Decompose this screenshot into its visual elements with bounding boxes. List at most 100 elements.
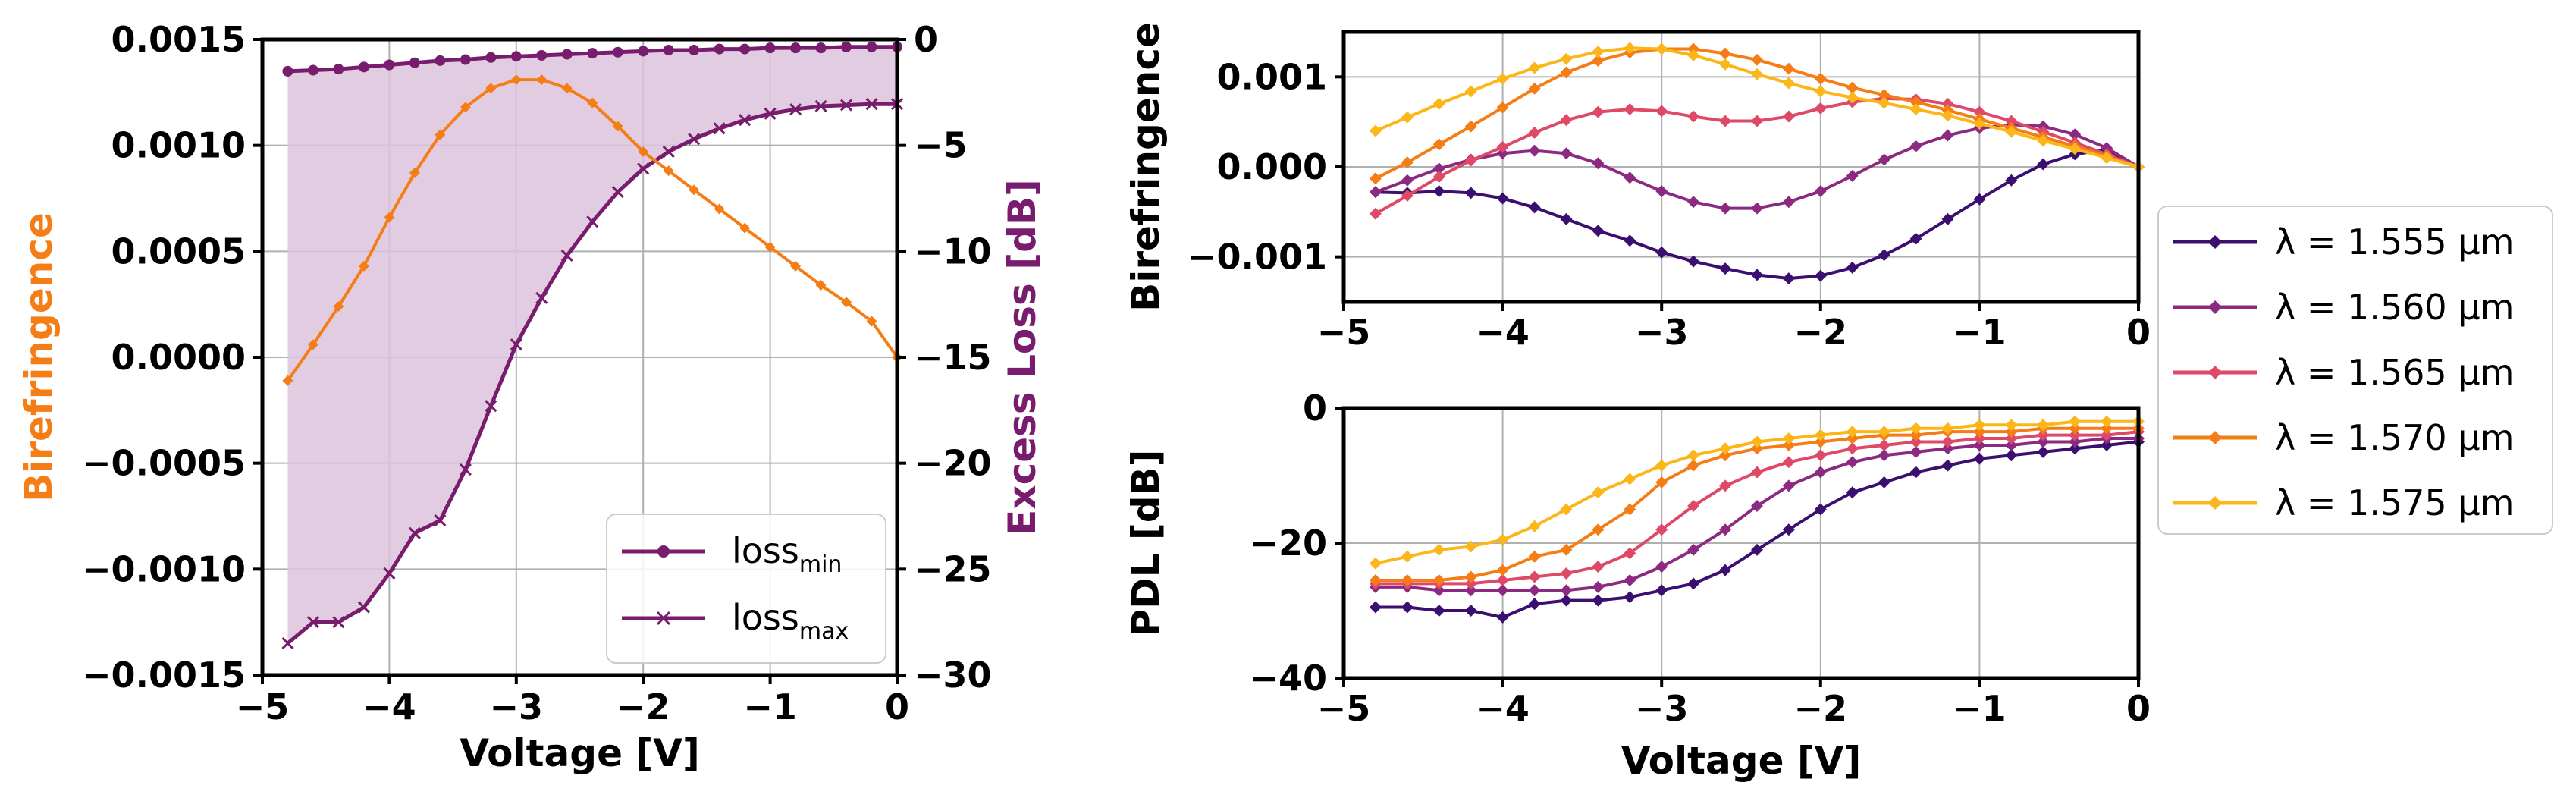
series-point-1.560 — [1496, 584, 1509, 597]
series-line-1.575 — [1375, 46, 2139, 168]
loss-max-point — [739, 114, 751, 127]
series-point-1.565 — [1973, 105, 1986, 118]
x-tick-label: −4 — [362, 686, 416, 727]
legend-marker — [2208, 366, 2222, 379]
loss-max-point-b — [713, 122, 726, 135]
series-point-1.565 — [1814, 449, 1827, 462]
loss-min-point — [384, 59, 395, 71]
birefringence-point — [409, 167, 420, 178]
series-point-1.575 — [1941, 422, 1954, 435]
series-point-1.575 — [1909, 422, 1922, 435]
series-point-1.575 — [2005, 125, 2018, 138]
series-point-1.555 — [1973, 193, 1986, 206]
series-point-1.560 — [1432, 162, 1445, 175]
birefringence-point — [815, 280, 827, 291]
birefringence-point — [510, 74, 522, 86]
loss-min-point — [663, 44, 674, 55]
series-point-1.555 — [1750, 269, 1763, 281]
series-point-1.570 — [1719, 47, 1732, 60]
series-point-1.575 — [1496, 533, 1509, 546]
series-point-1.555 — [2069, 442, 2082, 455]
series-point-1.565 — [1464, 154, 1477, 167]
loss-min-point — [510, 51, 522, 62]
y-tick-label: 0.0015 — [111, 19, 246, 60]
loss-max-point-b — [637, 162, 650, 175]
loss-max-point-b — [611, 186, 624, 199]
series-point-1.560 — [1782, 196, 1795, 209]
birefringence-point — [460, 102, 471, 113]
series-point-1.575 — [1464, 540, 1477, 553]
series-point-1.560 — [1560, 147, 1573, 160]
series-point-1.565 — [2101, 429, 2113, 441]
series-point-1.575 — [1560, 503, 1573, 516]
loss-min-point — [307, 64, 318, 76]
series-point-1.555 — [2037, 158, 2050, 171]
birefringence-point — [384, 212, 395, 223]
loss-min-point — [460, 54, 471, 65]
series-point-1.565 — [1624, 547, 1636, 560]
y2-tick-label: −30 — [914, 655, 992, 696]
wavelength-legend: λ = 1.555 µm λ = 1.560 µm λ = 1.565 µm λ = … — [2157, 206, 2553, 535]
loss-max-point-b — [865, 98, 878, 111]
series-point-1.565 — [1878, 438, 1890, 451]
series-point-1.575 — [1687, 49, 1700, 61]
y-tick-label: 0.0005 — [111, 231, 246, 272]
series-point-1.570 — [2069, 422, 2082, 435]
series-point-1.555 — [2037, 445, 2050, 458]
series-point-1.570 — [1782, 62, 1795, 75]
legend-label-1.575: λ = 1.575 µm — [2275, 482, 2514, 523]
series-point-1.555 — [1528, 201, 1541, 214]
loss-max-point — [510, 338, 522, 351]
series-point-1.575 — [1528, 520, 1541, 532]
series-point-1.555 — [1909, 466, 1922, 479]
birefringence-point — [307, 339, 318, 350]
series-point-1.570 — [1528, 82, 1541, 95]
series-point-1.560 — [1592, 580, 1605, 593]
loss-min-point — [638, 46, 649, 57]
series-point-1.560 — [1846, 456, 1859, 469]
series-point-1.570 — [1814, 72, 1827, 85]
series-point-1.575 — [1814, 85, 1827, 98]
series-point-1.565 — [1528, 570, 1541, 583]
series-point-1.555 — [1592, 594, 1605, 607]
birefringence-point — [764, 241, 776, 253]
loss-max-point — [839, 99, 853, 112]
series-point-1.560 — [1624, 573, 1636, 586]
series-point-1.570 — [1369, 573, 1382, 586]
series-point-1.565 — [1560, 114, 1573, 127]
series-point-1.555 — [1432, 185, 1445, 198]
series-point-1.565 — [1941, 435, 1954, 448]
birefringence-point — [435, 129, 446, 140]
series-point-1.555 — [2101, 438, 2113, 451]
series-point-1.575 — [1528, 61, 1541, 74]
series-point-1.570 — [1687, 459, 1700, 472]
series-point-1.560 — [1750, 202, 1763, 215]
loss-min-point — [612, 46, 623, 58]
series-point-1.555 — [1814, 503, 1827, 516]
legend-marker — [2208, 496, 2222, 510]
y-tick-label: 0.0010 — [111, 125, 246, 166]
series-point-1.570 — [2005, 426, 2018, 438]
y2-tick-label: −10 — [914, 231, 992, 272]
legend-marker — [656, 611, 671, 626]
series-point-1.575 — [1750, 68, 1763, 80]
series-point-1.555 — [1496, 611, 1509, 624]
series-point-1.565 — [1750, 115, 1763, 127]
y-axis-label: Birefringence — [17, 212, 61, 502]
series-point-1.575 — [2005, 419, 2018, 432]
series-point-1.565 — [1782, 110, 1795, 123]
series-point-1.570 — [1750, 53, 1763, 66]
series-point-1.575 — [2101, 152, 2113, 165]
loss-max-point — [611, 186, 624, 199]
series-point-1.560 — [2069, 435, 2082, 448]
series-point-1.570 — [1592, 54, 1605, 67]
y2-tick-label: −15 — [914, 337, 992, 378]
birefringence-point — [333, 300, 344, 312]
series-point-1.560 — [1814, 466, 1827, 479]
x-tick-label: 0 — [885, 686, 909, 727]
series-point-1.560 — [1560, 584, 1573, 597]
birefringence-point — [638, 146, 649, 158]
series-point-1.575 — [1719, 58, 1732, 71]
x-tick-label: −5 — [1317, 688, 1371, 729]
series-point-1.570 — [1496, 564, 1509, 576]
